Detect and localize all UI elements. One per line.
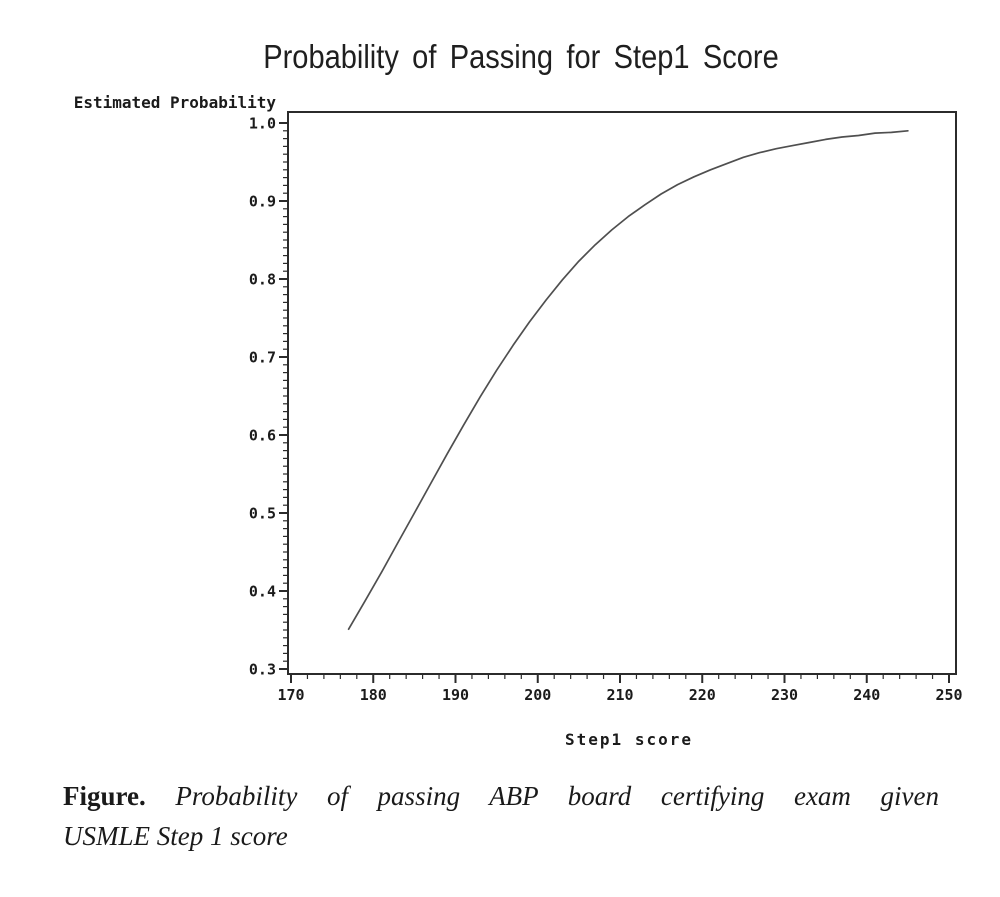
x-axis-label: Step1 score xyxy=(565,730,693,749)
chart-title: Probability of Passing for Step1 Score xyxy=(263,38,779,75)
y-tick-label: 0.7 xyxy=(249,349,276,367)
y-tick-label: 0.6 xyxy=(249,427,276,445)
figure-label: Figure. xyxy=(63,781,146,811)
y-tick-label: 0.9 xyxy=(249,193,276,211)
x-tick-label: 220 xyxy=(689,686,716,704)
caption-text-line-2: USMLE Step 1 score xyxy=(63,821,288,851)
caption-text-line-1: Probability of passing ABP board certify… xyxy=(175,781,939,811)
x-tick-label: 230 xyxy=(771,686,798,704)
x-tick-label: 250 xyxy=(935,686,962,704)
probability-curve xyxy=(347,129,909,631)
y-tick-label: 0.8 xyxy=(249,271,276,289)
figure-caption: Figure. Probability of passing ABP board… xyxy=(63,776,939,856)
y-tick-label: 0.5 xyxy=(249,505,276,523)
x-tick-label: 190 xyxy=(442,686,469,704)
x-tick-label: 180 xyxy=(360,686,387,704)
y-tick-label: 0.3 xyxy=(249,661,276,679)
y-tick-label: 1.0 xyxy=(249,115,276,133)
x-tick-label: 170 xyxy=(277,686,304,704)
y-tick-label: 0.4 xyxy=(249,583,276,601)
caption-line-1: Figure. Probability of passing ABP board… xyxy=(63,776,939,816)
x-tick-label: 210 xyxy=(606,686,633,704)
plot-frame xyxy=(287,111,957,675)
x-tick-label: 240 xyxy=(853,686,880,704)
x-tick-label: 200 xyxy=(524,686,551,704)
y-axis-label: Estimated Probability xyxy=(74,93,277,112)
